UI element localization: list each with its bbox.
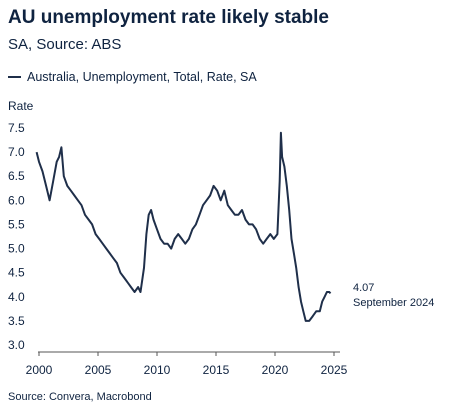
annotation-label: September 2024 xyxy=(353,297,434,309)
x-tick-label: 2005 xyxy=(85,363,112,377)
chart-title: AU unemployment rate likely stable xyxy=(8,7,329,28)
y-tick-label: 5.5 xyxy=(8,217,25,231)
y-tick-label: 7.0 xyxy=(8,145,25,159)
annotation: 4.07 September 2024 xyxy=(353,282,434,309)
y-axis: 7.5 7.0 6.5 6.0 5.5 5.0 4.5 4.0 3.5 3.0 xyxy=(8,121,25,352)
y-tick-label: 3.0 xyxy=(8,338,25,352)
y-axis-title: Rate xyxy=(8,99,34,113)
legend: Australia, Unemployment, Total, Rate, SA xyxy=(8,70,257,84)
y-tick-label: 6.5 xyxy=(8,169,25,183)
x-tick-label: 2025 xyxy=(321,363,348,377)
source-note: Source: Convera, Macrobond xyxy=(8,391,152,403)
y-tick-label: 3.5 xyxy=(8,314,25,328)
y-tick-label: 4.0 xyxy=(8,290,25,304)
legend-label: Australia, Unemployment, Total, Rate, SA xyxy=(27,70,257,84)
x-tick-label: 2015 xyxy=(203,363,230,377)
x-tick-label: 2000 xyxy=(26,363,53,377)
x-tick-label: 2010 xyxy=(144,363,171,377)
x-axis: 2000 2005 2010 2015 2020 2025 xyxy=(26,351,348,377)
chart-subtitle: SA, Source: ABS xyxy=(8,36,122,53)
y-tick-label: 4.5 xyxy=(8,266,25,280)
annotation-value: 4.07 xyxy=(353,282,374,294)
x-tick-label: 2020 xyxy=(262,363,289,377)
series-layer xyxy=(35,131,332,322)
legend-swatch xyxy=(8,76,21,78)
y-tick-label: 5.0 xyxy=(8,242,25,256)
y-tick-label: 6.0 xyxy=(8,193,25,207)
series-line xyxy=(35,131,332,322)
y-tick-label: 7.5 xyxy=(8,121,25,135)
